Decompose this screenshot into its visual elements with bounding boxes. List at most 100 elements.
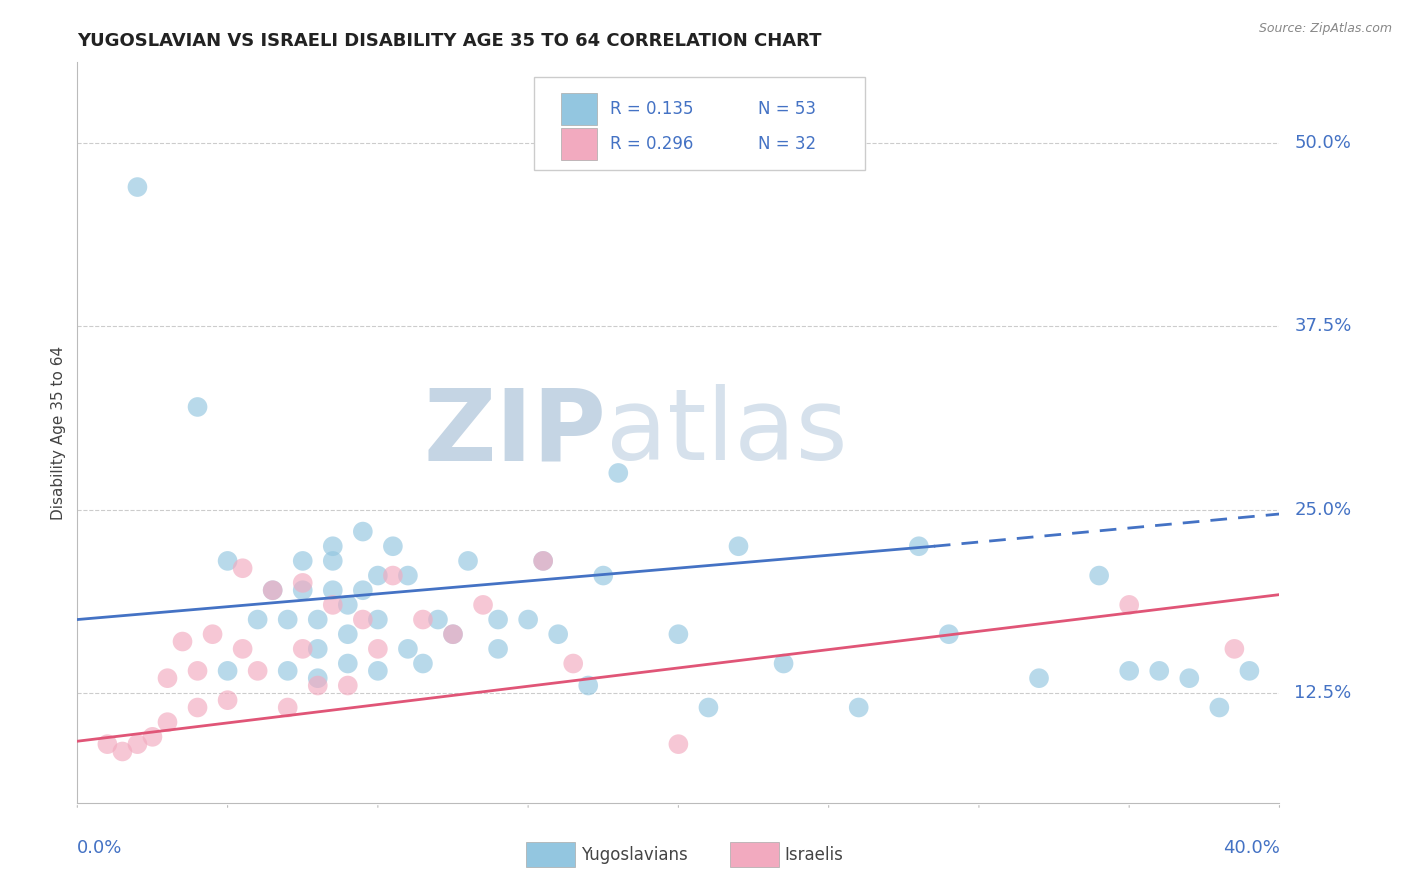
Point bbox=[277, 613, 299, 627]
Point bbox=[201, 627, 224, 641]
Text: 40.0%: 40.0% bbox=[1223, 839, 1279, 857]
Point bbox=[156, 671, 179, 685]
Text: YUGOSLAVIAN VS ISRAELI DISABILITY AGE 35 TO 64 CORRELATION CHART: YUGOSLAVIAN VS ISRAELI DISABILITY AGE 35… bbox=[77, 32, 823, 50]
Point bbox=[307, 671, 329, 685]
Point bbox=[367, 664, 389, 678]
Text: N = 53: N = 53 bbox=[758, 100, 815, 118]
Point bbox=[367, 641, 389, 656]
FancyBboxPatch shape bbox=[561, 93, 596, 126]
Point bbox=[517, 613, 540, 627]
Point bbox=[367, 613, 389, 627]
Point bbox=[172, 634, 194, 648]
Point bbox=[352, 524, 374, 539]
Text: atlas: atlas bbox=[606, 384, 848, 481]
Text: R = 0.135: R = 0.135 bbox=[610, 100, 693, 118]
Text: 12.5%: 12.5% bbox=[1295, 684, 1351, 702]
Point bbox=[457, 554, 479, 568]
Point bbox=[352, 583, 374, 598]
Point bbox=[336, 598, 359, 612]
Point bbox=[246, 613, 269, 627]
Text: Source: ZipAtlas.com: Source: ZipAtlas.com bbox=[1258, 22, 1392, 36]
Point bbox=[336, 679, 359, 693]
Point bbox=[441, 627, 464, 641]
Point bbox=[1223, 641, 1246, 656]
Point bbox=[186, 400, 209, 414]
Point bbox=[232, 561, 254, 575]
Point bbox=[531, 554, 554, 568]
Point bbox=[396, 568, 419, 582]
Point bbox=[1088, 568, 1111, 582]
Point bbox=[277, 700, 299, 714]
Point bbox=[352, 613, 374, 627]
Point bbox=[908, 539, 931, 553]
Point bbox=[472, 598, 495, 612]
Point bbox=[547, 627, 569, 641]
Point bbox=[412, 657, 434, 671]
Point bbox=[141, 730, 163, 744]
Point bbox=[592, 568, 614, 582]
Point bbox=[322, 598, 344, 612]
Point bbox=[576, 679, 599, 693]
Text: Yugoslavians: Yugoslavians bbox=[581, 846, 688, 863]
Point bbox=[381, 568, 404, 582]
Point bbox=[127, 737, 149, 751]
Point bbox=[562, 657, 585, 671]
Point bbox=[938, 627, 960, 641]
Point bbox=[1178, 671, 1201, 685]
Point bbox=[262, 583, 284, 598]
Point bbox=[1118, 664, 1140, 678]
Text: 37.5%: 37.5% bbox=[1295, 318, 1351, 335]
Point bbox=[668, 627, 690, 641]
Text: R = 0.296: R = 0.296 bbox=[610, 135, 693, 153]
Point bbox=[232, 641, 254, 656]
FancyBboxPatch shape bbox=[534, 78, 865, 169]
Y-axis label: Disability Age 35 to 64: Disability Age 35 to 64 bbox=[51, 345, 66, 520]
Point bbox=[127, 180, 149, 194]
FancyBboxPatch shape bbox=[561, 128, 596, 161]
Point bbox=[217, 664, 239, 678]
Point bbox=[156, 715, 179, 730]
Point bbox=[322, 554, 344, 568]
Point bbox=[291, 641, 314, 656]
Point bbox=[1239, 664, 1261, 678]
Point bbox=[1118, 598, 1140, 612]
Point bbox=[322, 539, 344, 553]
Text: 50.0%: 50.0% bbox=[1295, 134, 1351, 152]
Point bbox=[1208, 700, 1230, 714]
Point bbox=[1028, 671, 1050, 685]
Point bbox=[531, 554, 554, 568]
Point bbox=[307, 613, 329, 627]
Point bbox=[396, 641, 419, 656]
Point bbox=[336, 627, 359, 641]
Point bbox=[486, 613, 509, 627]
Point bbox=[668, 737, 690, 751]
Text: N = 32: N = 32 bbox=[758, 135, 815, 153]
Point bbox=[336, 657, 359, 671]
Point bbox=[381, 539, 404, 553]
Text: ZIP: ZIP bbox=[423, 384, 606, 481]
Point bbox=[186, 664, 209, 678]
Point bbox=[322, 583, 344, 598]
Point bbox=[111, 744, 134, 758]
Point bbox=[727, 539, 749, 553]
Text: 0.0%: 0.0% bbox=[77, 839, 122, 857]
Point bbox=[772, 657, 794, 671]
Point bbox=[427, 613, 450, 627]
Point bbox=[186, 700, 209, 714]
Point bbox=[1149, 664, 1171, 678]
Point bbox=[217, 693, 239, 707]
Point bbox=[246, 664, 269, 678]
Point bbox=[291, 575, 314, 590]
Point bbox=[291, 583, 314, 598]
Point bbox=[848, 700, 870, 714]
Point bbox=[307, 641, 329, 656]
Point bbox=[277, 664, 299, 678]
Point bbox=[486, 641, 509, 656]
Point bbox=[412, 613, 434, 627]
Point bbox=[96, 737, 118, 751]
Point bbox=[291, 554, 314, 568]
Point bbox=[697, 700, 720, 714]
Point bbox=[217, 554, 239, 568]
Point bbox=[307, 679, 329, 693]
Point bbox=[262, 583, 284, 598]
